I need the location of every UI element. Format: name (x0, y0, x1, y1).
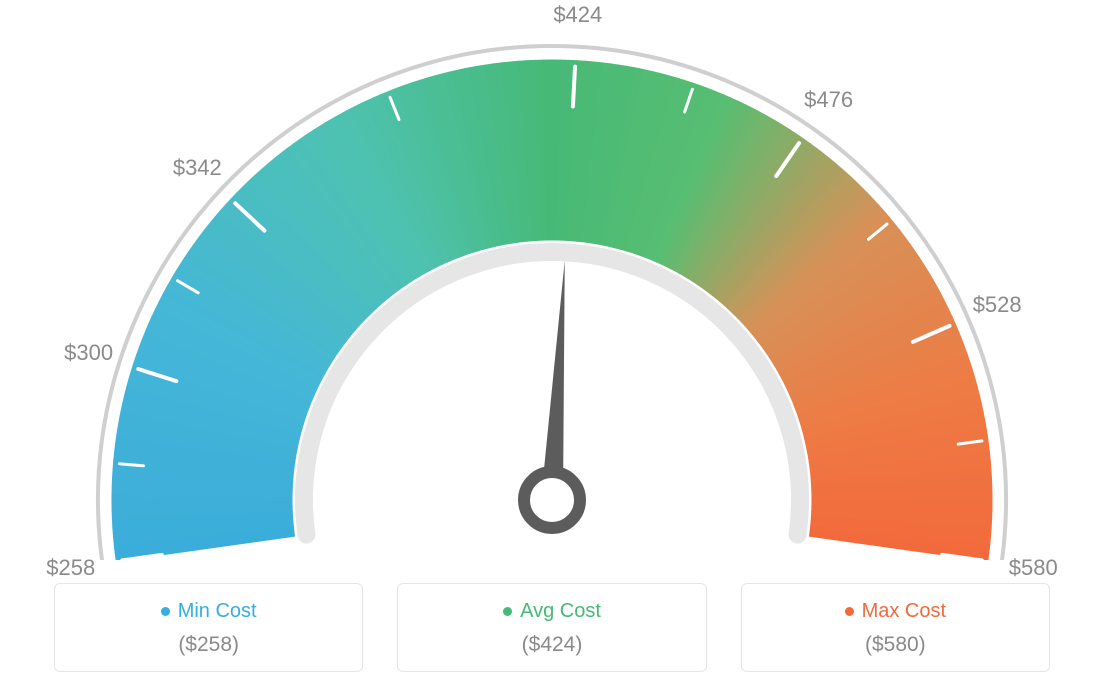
gauge-svg (0, 0, 1104, 560)
legend-title-avg: Avg Cost (503, 600, 601, 623)
legend-dot-min (161, 607, 170, 616)
gauge-tick-label: $476 (804, 87, 853, 113)
legend-value-avg: ($424) (408, 633, 695, 657)
legend-card-avg: Avg Cost ($424) (397, 583, 706, 672)
gauge-tick-label: $528 (973, 292, 1022, 318)
legend-card-max: Max Cost ($580) (741, 583, 1050, 672)
legend-card-min: Min Cost ($258) (54, 583, 363, 672)
legend-value-max: ($580) (752, 633, 1039, 657)
legend-dot-max (845, 607, 854, 616)
chart-container: $258 $300 $342 $424 $476 $528 $580 Min Cost ($… (0, 0, 1104, 690)
gauge-tick-label: $300 (64, 340, 113, 366)
gauge-tick-label: $424 (553, 2, 602, 28)
gauge-tick-label: $580 (1009, 555, 1058, 581)
legend-label-avg: Avg Cost (520, 600, 601, 623)
legend-title-min: Min Cost (161, 600, 257, 623)
legend-value-min: ($258) (65, 633, 352, 657)
legend-title-max: Max Cost (845, 600, 946, 623)
legend-label-min: Min Cost (178, 600, 257, 623)
gauge-tick-label: $258 (46, 555, 95, 581)
legend-row: Min Cost ($258) Avg Cost ($424) Max Cost… (0, 583, 1104, 672)
gauge-tick-label: $342 (173, 155, 222, 181)
legend-dot-avg (503, 607, 512, 616)
legend-label-max: Max Cost (862, 600, 946, 623)
gauge-chart: $258$300$342$424$476$528$580 (0, 0, 1104, 560)
